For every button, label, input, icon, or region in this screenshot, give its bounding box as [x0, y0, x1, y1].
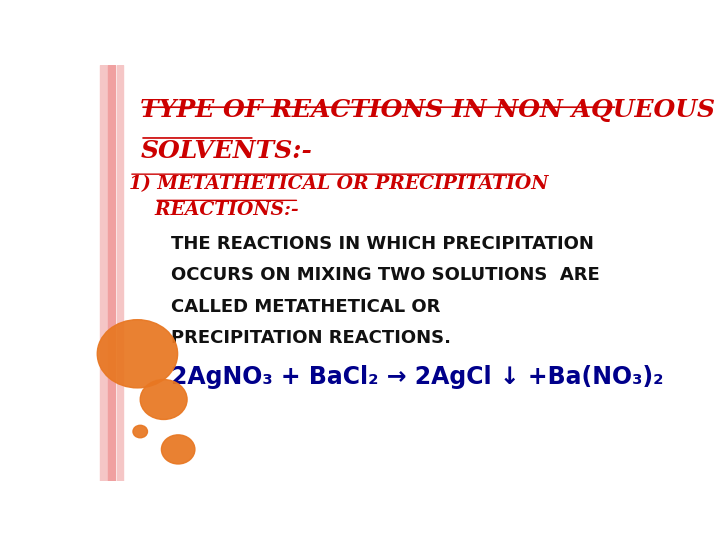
Text: THE REACTIONS IN WHICH PRECIPITATION: THE REACTIONS IN WHICH PRECIPITATION — [171, 235, 594, 253]
Ellipse shape — [133, 426, 148, 438]
Bar — [117, 65, 124, 481]
Text: 2AgNO₃ + BaCl₂ → 2AgCl ↓ +Ba(NO₃)₂: 2AgNO₃ + BaCl₂ → 2AgCl ↓ +Ba(NO₃)₂ — [171, 365, 663, 389]
Ellipse shape — [97, 320, 178, 388]
Text: PRECIPITATION REACTIONS.: PRECIPITATION REACTIONS. — [171, 329, 451, 347]
Text: TYPE OF REACTIONS IN NON AQUEOUS: TYPE OF REACTIONS IN NON AQUEOUS — [140, 98, 715, 122]
Ellipse shape — [161, 435, 195, 464]
Ellipse shape — [140, 380, 187, 420]
Text: OCCURS ON MIXING TWO SOLUTIONS  ARE: OCCURS ON MIXING TWO SOLUTIONS ARE — [171, 266, 600, 285]
Text: SOLVENTS:-: SOLVENTS:- — [140, 139, 312, 163]
Text: 1) METATHETICAL OR PRECIPITATION: 1) METATHETICAL OR PRECIPITATION — [129, 175, 549, 193]
Text: CALLED METATHETICAL OR: CALLED METATHETICAL OR — [171, 298, 441, 316]
Text: REACTIONS:-: REACTIONS:- — [129, 201, 299, 219]
Bar — [109, 65, 115, 481]
Bar — [100, 65, 107, 481]
